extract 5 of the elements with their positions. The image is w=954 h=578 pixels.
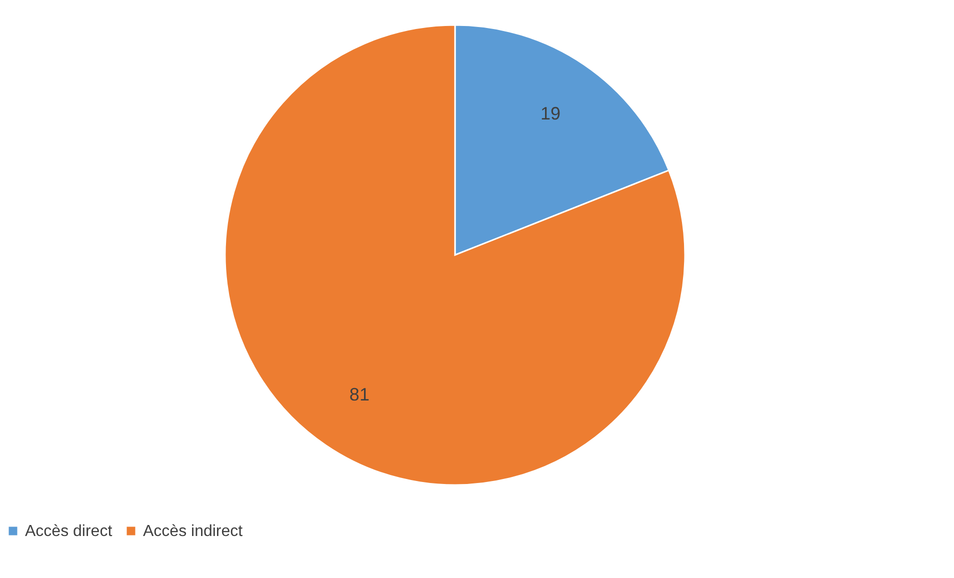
data-label: 19 [540,103,561,124]
data-label: 81 [349,384,370,405]
legend-label: Accès direct [25,523,113,540]
pie-slice [224,24,686,486]
legend-label: Accès indirect [143,523,244,540]
